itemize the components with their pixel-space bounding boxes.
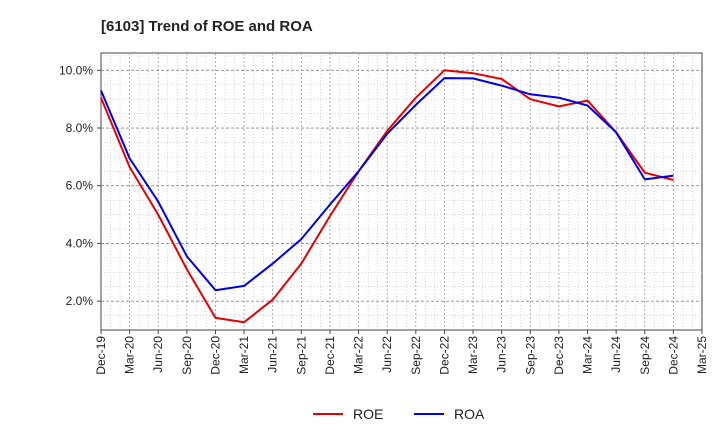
- x-tick-label: Mar-25: [695, 336, 709, 374]
- x-tick-label: Sep-22: [409, 336, 423, 375]
- x-tick-label: Sep-21: [294, 336, 308, 375]
- series-line-roe: [100, 69, 674, 324]
- x-tick-label: Dec-21: [323, 336, 337, 375]
- x-tick-label: Dec-24: [666, 336, 680, 375]
- x-tick-label: Jun-20: [151, 336, 165, 373]
- x-tick-label: Mar-23: [466, 336, 480, 374]
- legend-label-roe: ROE: [353, 406, 383, 422]
- x-tick-label: Dec-22: [437, 336, 451, 375]
- x-tick-label: Mar-24: [581, 336, 595, 374]
- x-tick-label: Dec-23: [552, 336, 566, 375]
- x-tick-label: Mar-21: [237, 336, 251, 374]
- chart-title: [6103] Trend of ROE and ROA: [101, 18, 313, 35]
- legend-label-roa: ROA: [454, 406, 485, 422]
- plot-area: [100, 52, 703, 331]
- x-tick-label: Jun-22: [380, 336, 394, 373]
- y-tick-label: 4.0%: [66, 236, 94, 250]
- series-line-roa: [100, 77, 674, 292]
- y-tick-label: 6.0%: [66, 179, 94, 193]
- grid-lines: [101, 53, 702, 330]
- x-tick-label: Dec-19: [94, 336, 108, 375]
- x-tick-label: Sep-23: [523, 336, 537, 375]
- y-tick-label: 8.0%: [66, 121, 94, 135]
- x-tick-label: Sep-20: [180, 336, 194, 375]
- series-lines: [100, 69, 674, 324]
- x-axis-ticks: Dec-19 Mar-20 Jun-20 Sep-20 Dec-20 Mar-21 Jun-…: [94, 330, 709, 375]
- x-tick-label: Mar-20: [123, 336, 137, 374]
- y-tick-label: 2.0%: [66, 294, 94, 308]
- x-tick-label: Dec-20: [208, 336, 222, 375]
- y-tick-label: 10.0%: [59, 63, 93, 77]
- x-tick-label: Sep-24: [638, 336, 652, 375]
- y-axis-ticks: 2.0% 4.0% 6.0% 8.0% 10.0%: [59, 63, 101, 308]
- x-tick-label: Jun-24: [609, 336, 623, 373]
- x-tick-label: Jun-21: [266, 336, 280, 373]
- legend: ROE ROA: [313, 406, 485, 422]
- x-tick-label: Jun-23: [495, 336, 509, 373]
- x-tick-label: Mar-22: [352, 336, 366, 374]
